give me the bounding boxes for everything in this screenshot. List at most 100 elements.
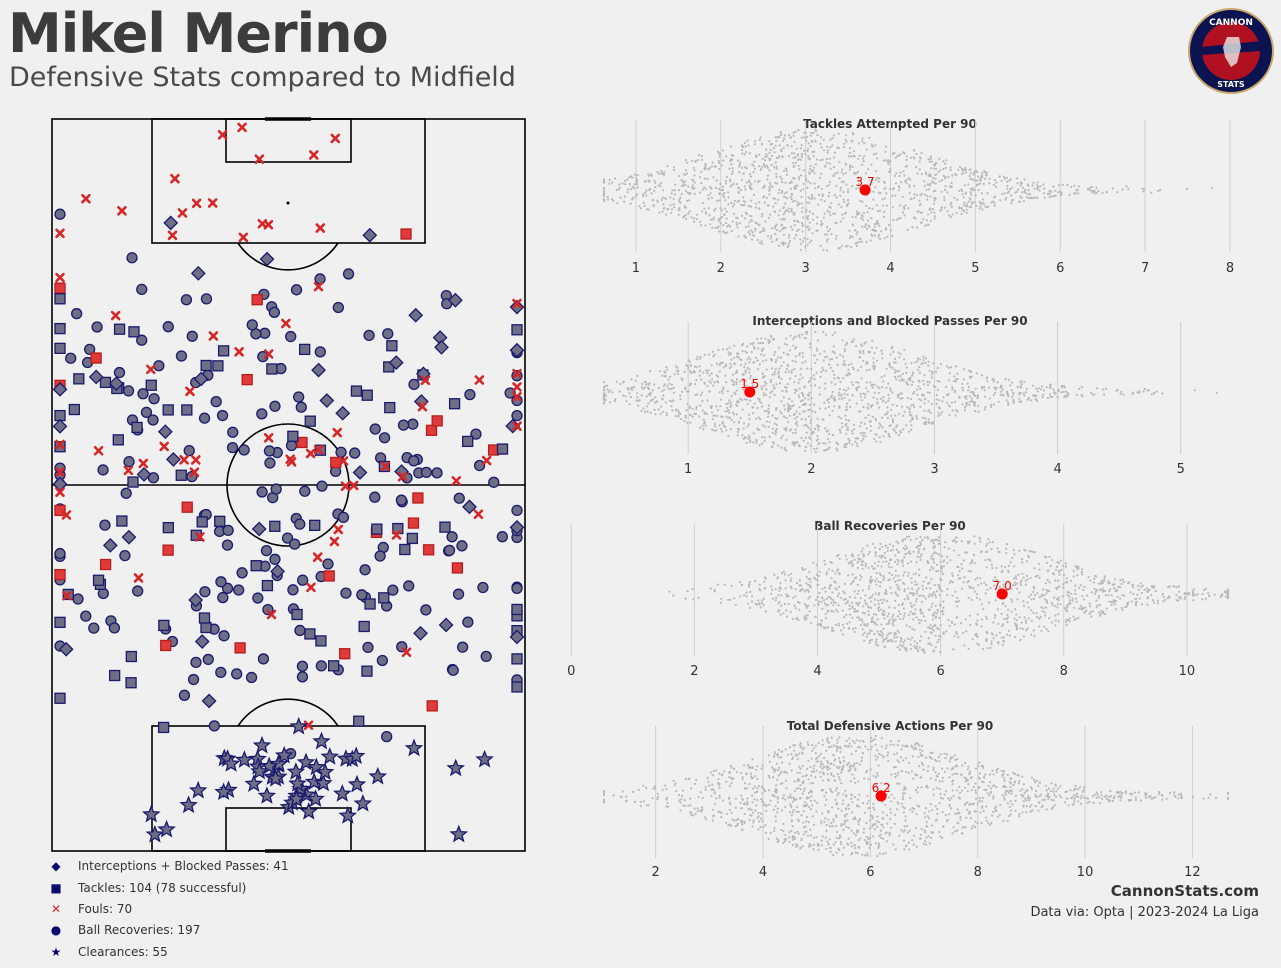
swarm-point bbox=[851, 616, 854, 619]
swarm-point bbox=[972, 401, 975, 404]
swarm-point bbox=[981, 198, 985, 201]
swarm-point bbox=[894, 182, 898, 185]
swarm-point bbox=[924, 224, 927, 227]
swarm-point bbox=[995, 386, 998, 389]
swarm-point bbox=[836, 595, 840, 598]
ball-recovery-mark bbox=[126, 252, 138, 264]
swarm-point bbox=[947, 392, 950, 396]
swarm-point bbox=[870, 565, 874, 568]
swarm-point bbox=[1016, 582, 1019, 585]
swarm-point bbox=[797, 618, 800, 622]
swarm-point bbox=[1008, 634, 1012, 637]
swarm-point bbox=[887, 393, 890, 396]
swarm-point bbox=[835, 234, 838, 237]
swarm-point bbox=[793, 391, 796, 394]
swarm-point bbox=[765, 164, 769, 167]
swarm-point bbox=[643, 204, 646, 208]
swarm-point bbox=[727, 598, 730, 601]
swarm-point bbox=[782, 351, 785, 355]
swarm-point bbox=[1102, 579, 1105, 582]
swarm-point bbox=[697, 596, 700, 599]
swarm-point bbox=[973, 590, 976, 593]
ball-recovery-mark bbox=[71, 308, 83, 320]
swarm-point bbox=[735, 389, 738, 392]
swarm-point bbox=[985, 583, 988, 587]
swarm-point bbox=[885, 560, 888, 563]
swarm-point bbox=[933, 584, 936, 587]
swarm-point bbox=[930, 211, 933, 214]
swarm-point bbox=[859, 395, 862, 398]
swarm-point bbox=[953, 196, 956, 199]
swarm-point bbox=[969, 177, 972, 180]
swarm-point bbox=[785, 609, 788, 612]
swarm-point bbox=[1119, 579, 1122, 582]
swarm-point bbox=[845, 432, 848, 435]
swarm-point bbox=[1091, 189, 1094, 192]
swarm-point bbox=[893, 368, 896, 371]
swarm-point bbox=[973, 535, 976, 538]
swarm-point bbox=[798, 353, 801, 357]
swarm-point bbox=[798, 336, 801, 339]
swarm-point bbox=[840, 244, 844, 247]
swarm-point bbox=[912, 403, 915, 406]
swarm-point bbox=[866, 211, 869, 214]
swarm-point bbox=[868, 368, 871, 371]
swarm-point bbox=[881, 613, 884, 617]
swarm-point bbox=[1000, 565, 1003, 568]
swarm-point bbox=[962, 378, 966, 381]
swarm-point bbox=[1057, 613, 1060, 616]
swarm-point bbox=[856, 603, 859, 606]
swarm-point bbox=[857, 381, 860, 384]
swarm-point bbox=[783, 211, 786, 214]
swarm-point bbox=[861, 589, 865, 592]
swarm-point bbox=[874, 546, 877, 549]
swarm-point bbox=[767, 404, 770, 407]
swarm-point bbox=[704, 211, 708, 214]
swarm-point bbox=[745, 595, 748, 598]
swarm-point bbox=[795, 161, 798, 164]
swarm-point bbox=[693, 181, 696, 184]
swarm-point bbox=[930, 373, 934, 376]
swarm-point bbox=[827, 437, 830, 441]
swarm-point bbox=[940, 570, 943, 573]
swarm-point bbox=[861, 157, 865, 160]
swarm-point bbox=[871, 620, 874, 623]
swarm-point bbox=[772, 205, 775, 208]
swarm-point bbox=[804, 174, 807, 177]
swarm-point bbox=[783, 427, 786, 430]
swarm-point bbox=[969, 191, 972, 194]
swarm-point bbox=[795, 410, 798, 413]
ball-recovery-mark bbox=[215, 576, 227, 588]
swarm-point bbox=[997, 622, 1000, 626]
swarm-point bbox=[1065, 609, 1069, 613]
ball-recovery-mark bbox=[456, 540, 468, 552]
swarm-point bbox=[878, 406, 881, 409]
swarm-point bbox=[892, 624, 895, 627]
swarm-point bbox=[968, 614, 971, 617]
swarm-point bbox=[845, 558, 848, 561]
swarm-point bbox=[873, 225, 876, 228]
swarm-point bbox=[673, 189, 677, 192]
swarm-point bbox=[876, 630, 879, 633]
swarm-point bbox=[906, 396, 910, 400]
swarm-point bbox=[1010, 199, 1013, 202]
swarm-point bbox=[915, 417, 919, 420]
swarm-point bbox=[818, 386, 821, 389]
swarm-point bbox=[965, 404, 968, 407]
ball-recovery-mark bbox=[456, 641, 469, 653]
swarm-point bbox=[817, 583, 820, 586]
swarm-point bbox=[730, 428, 733, 431]
swarm-point bbox=[765, 148, 768, 151]
swarm-point bbox=[936, 538, 939, 541]
swarm-point bbox=[855, 210, 859, 213]
swarm-point bbox=[1006, 184, 1009, 187]
swarm-point bbox=[862, 437, 865, 440]
ball-recovery-mark bbox=[231, 668, 243, 680]
swarm-point bbox=[725, 155, 728, 158]
swarm-point bbox=[837, 622, 840, 625]
swarm-point bbox=[792, 596, 795, 599]
swarm-point bbox=[1151, 599, 1155, 602]
swarm-point bbox=[1035, 612, 1038, 615]
swarm-point bbox=[918, 358, 922, 361]
swarm-point bbox=[915, 645, 919, 648]
